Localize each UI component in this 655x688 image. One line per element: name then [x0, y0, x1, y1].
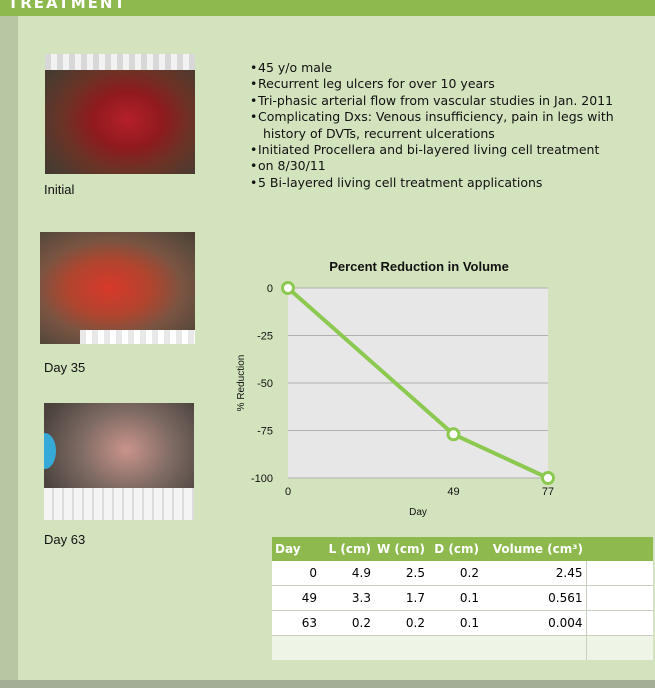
column-header: D (cm)	[428, 537, 482, 561]
table-cell: 0.2	[428, 561, 482, 586]
y-tick-label: -50	[257, 378, 273, 390]
table-cell: 0.2	[374, 610, 428, 636]
bullet-continuation: history of DVTs, recurrent ulcerations	[263, 125, 495, 141]
x-tick-label: 0	[285, 486, 291, 498]
data-point	[281, 281, 295, 295]
case-summary-list: 45 y/o male Recurrent leg ulcers for ove…	[250, 60, 640, 192]
wound-photo-day35	[40, 232, 195, 344]
y-tick-label: -25	[257, 331, 273, 343]
left-margin-strip	[0, 16, 18, 680]
y-tick-label: -75	[257, 426, 273, 438]
table-cell-empty	[374, 635, 428, 660]
photo-caption-day35: Day 35	[44, 360, 86, 375]
photo-caption-day63: Day 63	[44, 532, 86, 547]
wound-photo-day63	[44, 403, 194, 520]
table-cell: 2.45	[482, 561, 586, 586]
reduction-chart: 0 -25 -50 -75 -100 0 49 77 Day % Reduction	[236, 281, 555, 518]
table-cell: 3.3	[320, 585, 374, 611]
y-tick-label: 0	[267, 283, 273, 295]
bullet-item: Complicating Dxs: Venous insufficiency, …	[250, 109, 640, 142]
photo-caption-initial: Initial	[44, 182, 75, 197]
table-cell: 2.5	[374, 561, 428, 586]
wound-photo-initial	[45, 54, 195, 174]
column-header: W (cm)	[374, 537, 428, 561]
column-header: Volume (cm³)	[482, 537, 586, 561]
table-cell: 49	[272, 585, 320, 611]
column-header: L (cm)	[320, 537, 374, 561]
y-tick-label: -100	[251, 473, 273, 485]
column-header: Day	[272, 537, 320, 561]
table-row: 49 3.3 1.7 0.1 0.561	[272, 585, 653, 611]
table-cell: 4.9	[320, 561, 374, 586]
table-cell: 0.2	[320, 610, 374, 636]
bullet-item: Recurrent leg ulcers for over 10 years	[250, 76, 640, 93]
table-row-empty	[272, 635, 653, 660]
bottom-band	[0, 680, 655, 688]
table-row: 0 4.9 2.5 0.2 2.45	[272, 561, 653, 586]
table-row: 63 0.2 0.2 0.1 0.004	[272, 610, 653, 636]
section-title: TREATMENT	[8, 0, 127, 12]
header-band: TREATMENT	[0, 0, 655, 16]
bullet-text: Complicating Dxs: Venous insufficiency, …	[258, 109, 614, 125]
table-cell-empty	[320, 635, 374, 660]
table-cell-empty	[428, 635, 482, 660]
data-point	[541, 471, 555, 485]
x-tick-label: 49	[447, 486, 459, 498]
table-cell-empty	[585, 610, 653, 636]
table-cell: 0	[272, 561, 320, 586]
bullet-item: 45 y/o male	[250, 60, 640, 77]
table-cell-empty	[585, 561, 653, 586]
table-cell: 0.004	[482, 610, 586, 636]
bullet-item: Tri-phasic arterial flow from vascular s…	[250, 93, 640, 110]
bullet-item: Initiated Procellera and bi-layered livi…	[250, 142, 640, 159]
volume-table: Day L (cm) W (cm) D (cm) Volume (cm³) 0 4.9 2.5…	[272, 537, 653, 660]
table-cell-empty	[585, 635, 653, 660]
table-cell: 63	[272, 610, 320, 636]
bullet-item: on 8/30/11	[250, 158, 640, 175]
table-cell: 0.561	[482, 585, 586, 611]
table-cell: 0.1	[428, 585, 482, 611]
column-header-empty	[586, 537, 653, 561]
x-axis-label: Day	[409, 507, 427, 518]
y-axis-label: % Reduction	[236, 355, 247, 412]
x-tick-label: 77	[542, 486, 554, 498]
data-point	[446, 427, 461, 442]
table-cell: 0.1	[428, 610, 482, 636]
bullet-item: 5 Bi-layered living cell treatment appli…	[250, 175, 640, 192]
table-cell-empty	[482, 635, 586, 660]
table-header-row: Day L (cm) W (cm) D (cm) Volume (cm³)	[272, 537, 653, 561]
volume-table-wrap: Day L (cm) W (cm) D (cm) Volume (cm³) 0 4.9 2.5…	[272, 537, 653, 660]
table-cell-empty	[585, 585, 653, 611]
table-cell-empty	[272, 635, 320, 660]
chart-title: Percent Reduction in Volume	[329, 259, 509, 274]
table-cell: 1.7	[374, 585, 428, 611]
